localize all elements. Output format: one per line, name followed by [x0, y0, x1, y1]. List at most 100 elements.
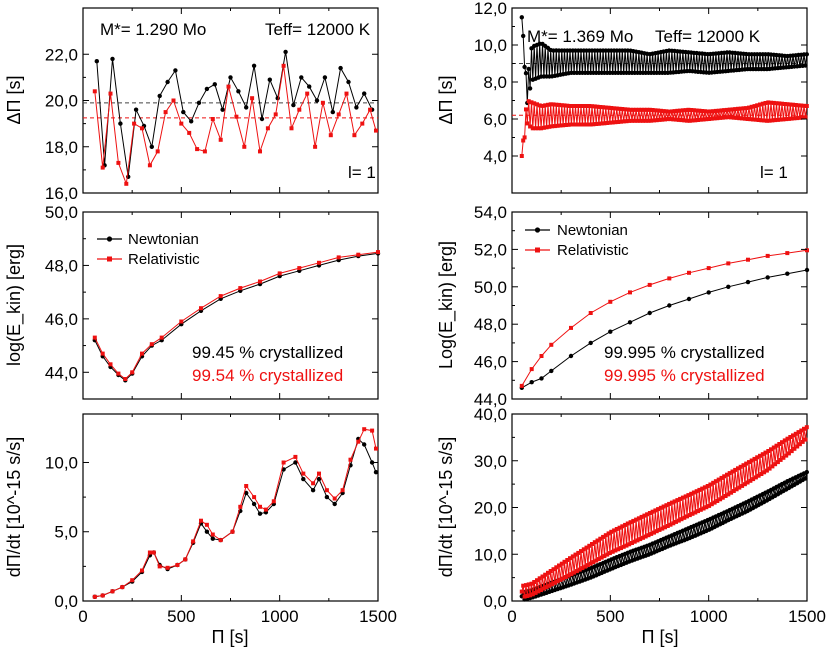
data-point-relativistic [529, 367, 534, 372]
data-point-relativistic [737, 116, 742, 121]
data-point-relativistic [140, 351, 144, 356]
data-point-relativistic [647, 511, 652, 515]
data-point-relativistic [558, 577, 563, 582]
data-point-relativistic [720, 495, 725, 500]
data-point-relativistic [147, 163, 152, 168]
data-point-relativistic [786, 451, 791, 456]
data-point-relativistic [785, 436, 790, 441]
data-point-relativistic [528, 593, 533, 598]
data-point-newtonian [765, 275, 770, 280]
data-point-relativistic [562, 103, 567, 108]
data-point-relativistic [635, 538, 640, 543]
data-point-relativistic [700, 486, 705, 491]
data-point-relativistic [638, 537, 643, 542]
data-point-relativistic [682, 515, 687, 520]
data-point-relativistic [702, 485, 707, 490]
data-point-relativistic [645, 107, 650, 112]
data-point-relativistic [621, 544, 626, 549]
data-point-relativistic [569, 325, 573, 330]
data-point-relativistic [693, 118, 698, 123]
data-point-relativistic [628, 520, 633, 525]
data-point-relativistic [525, 121, 530, 126]
data-point-relativistic [92, 594, 97, 599]
data-point-relativistic [625, 107, 630, 112]
data-point-relativistic [639, 514, 644, 519]
data-point-relativistic [301, 471, 306, 476]
data-point-newtonian [283, 49, 288, 55]
legend-marker-relativistic [107, 256, 112, 262]
crystallized-note-newtonian: 99.45 % crystallized [192, 343, 343, 362]
y-axis-label: ΔΠ [s] [4, 75, 24, 124]
data-point-relativistic [740, 483, 745, 488]
data-point-relativistic [297, 107, 302, 112]
data-point-newtonian [228, 75, 233, 80]
data-point-relativistic [722, 474, 727, 479]
data-point-relativistic [627, 542, 632, 547]
data-point-relativistic [657, 527, 662, 532]
data-point-relativistic [685, 514, 689, 519]
data-point-relativistic [537, 576, 542, 581]
data-point-relativistic [598, 105, 603, 109]
data-point-relativistic [519, 154, 524, 158]
ticks: 4,0 6,0 8,0 10,0 12,0 [474, 0, 808, 193]
data-point-relativistic [539, 354, 544, 358]
data-point-relativistic [320, 100, 325, 105]
data-point-relativistic [785, 251, 790, 256]
data-point-newtonian [549, 368, 554, 374]
crystallized-note-relativistic: 99.995 % crystallized [604, 366, 765, 385]
data-point-relativistic [616, 547, 621, 552]
data-point-relativistic [376, 250, 380, 255]
data-point-relativistic [580, 122, 585, 127]
y-tick-label: 48,0 [45, 256, 78, 275]
data-point-newtonian [526, 66, 531, 72]
data-point-relativistic [630, 118, 634, 123]
data-point-newtonian [212, 82, 217, 87]
data-point-relativistic [579, 549, 583, 554]
data-point-relativistic [785, 102, 790, 107]
data-point-relativistic [767, 118, 772, 123]
data-point-relativistic [760, 101, 765, 106]
data-point-relativistic [780, 440, 784, 445]
data-point-relativistic [804, 104, 809, 108]
data-point-relativistic [281, 63, 286, 68]
data-point-relativistic [734, 487, 739, 492]
data-point-relativistic [663, 525, 667, 530]
data-point-relativistic [748, 117, 753, 122]
data-point-relativistic [226, 84, 231, 89]
mean-lines [83, 102, 378, 119]
data-point-relativistic [218, 538, 223, 543]
data-point-relativistic [693, 510, 698, 515]
data-point-relativistic [238, 286, 243, 291]
data-point-relativistic [652, 118, 656, 123]
data-point-relativistic [707, 117, 712, 121]
data-point-relativistic [558, 123, 563, 128]
data-point-relativistic [705, 484, 710, 488]
data-point-newtonian [259, 116, 265, 122]
data-point-relativistic [704, 505, 709, 510]
data-point-relativistic [643, 534, 648, 539]
data-point-relativistic [649, 118, 654, 123]
data-point-relativistic [664, 109, 669, 114]
data-point-relativistic [585, 122, 590, 127]
data-point-relativistic [751, 117, 756, 122]
data-point-relativistic [92, 335, 97, 340]
data-point-relativistic [737, 485, 742, 490]
data-point-newtonian [204, 86, 210, 92]
data-point-relativistic [658, 505, 663, 510]
data-point-relativistic [546, 570, 550, 575]
data-point-relativistic [746, 257, 750, 262]
x-tick-label: 1500 [788, 607, 826, 626]
data-point-relativistic [577, 122, 582, 127]
data-point-relativistic [744, 461, 749, 466]
data-point-newtonian [647, 310, 652, 316]
data-point-relativistic [660, 117, 665, 122]
data-point-newtonian [149, 144, 154, 149]
teff-annotation: Teff= 12000 K [265, 20, 371, 39]
data-point-newtonian [529, 380, 534, 385]
data-point-relativistic [660, 526, 665, 531]
data-point-relativistic [360, 121, 365, 126]
data-point-relativistic [263, 507, 268, 512]
panel-top-left: 16,0 18,0 20,0 22,0 M*= 1.290 Mo Teff= 1200… [4, 7, 379, 203]
data-point-relativistic [614, 527, 619, 531]
data-point-relativistic [555, 123, 560, 128]
